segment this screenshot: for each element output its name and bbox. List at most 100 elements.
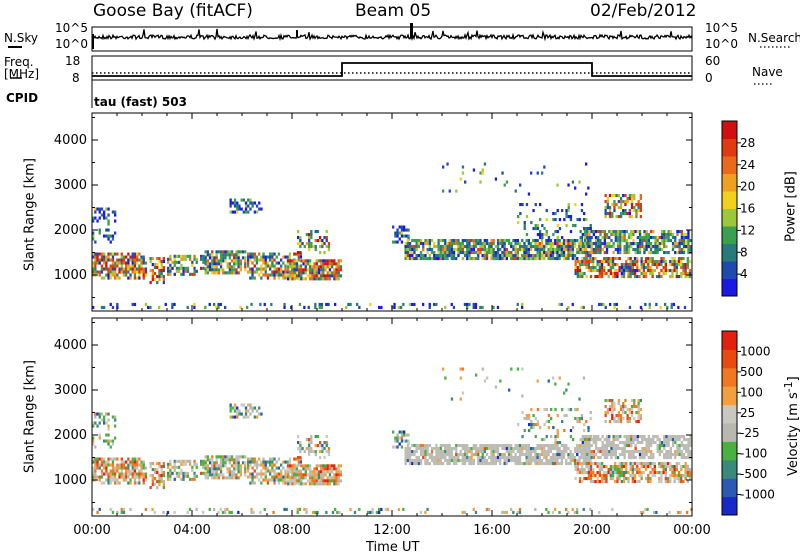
scatter-cell	[149, 486, 152, 490]
scatter-cell	[326, 274, 329, 278]
scatter-cell	[589, 459, 592, 463]
scatter-cell	[468, 450, 471, 454]
scatter-cell	[96, 457, 99, 461]
scatter-cell	[107, 460, 110, 464]
scatter-cell	[282, 255, 285, 259]
scatter-cell	[499, 248, 502, 252]
scatter-cell	[311, 277, 314, 281]
scatter-cell	[514, 189, 517, 193]
scatter-cell	[326, 277, 329, 281]
scatter-cell	[536, 379, 539, 383]
scatter-cell	[654, 251, 657, 255]
scatter-cell	[611, 257, 615, 261]
scatter-cell	[605, 444, 609, 448]
scatter-cell	[380, 507, 383, 511]
scatter-cell	[253, 264, 256, 268]
scatter-cell	[419, 450, 423, 454]
scatter-cell	[470, 456, 473, 460]
scatter-cell	[298, 482, 301, 486]
scatter-cell	[337, 268, 340, 272]
scatter-cell	[311, 271, 314, 275]
scatter-cell	[151, 462, 154, 466]
scatter-cell	[151, 263, 154, 267]
scatter-cell	[193, 302, 196, 306]
scatter-cell	[633, 269, 637, 273]
scatter-cell	[640, 474, 643, 478]
scatter-cell	[264, 270, 267, 274]
scatter-cell	[583, 435, 587, 439]
scatter-cell	[314, 245, 317, 249]
scatter-cell	[680, 456, 683, 460]
scatter-cell	[324, 265, 327, 269]
scatter-cell	[158, 480, 161, 484]
scatter-cell	[324, 262, 327, 266]
scatter-cell	[664, 272, 667, 276]
scatter-cell	[547, 254, 550, 258]
scatter-cell	[182, 254, 185, 258]
scatter-cell	[588, 233, 591, 237]
scatter-cell	[477, 242, 480, 246]
scatter-cell	[262, 460, 265, 464]
scatter-cell	[496, 456, 500, 460]
scatter-cell	[219, 455, 223, 459]
scatter-cell	[494, 385, 498, 389]
scatter-cell	[109, 463, 112, 467]
scatter-cell	[689, 435, 692, 439]
scatter-cell	[160, 468, 163, 472]
scatter-cell	[215, 271, 218, 275]
scatter-cell	[612, 453, 615, 457]
scatter-cell	[605, 447, 609, 451]
scatter-cell	[319, 245, 322, 249]
scatter-cell	[567, 215, 570, 219]
scatter-cell	[107, 433, 110, 437]
scatter-cell	[601, 230, 604, 234]
scatter-cell	[623, 447, 626, 451]
scatter-cell	[634, 248, 637, 252]
scatter-cell	[211, 259, 214, 263]
scatter-cell	[259, 510, 262, 514]
scatter-cell	[311, 473, 314, 477]
scatter-cell	[211, 250, 214, 254]
scatter-cell	[516, 447, 519, 451]
scatter-cell	[481, 444, 484, 448]
scatter-cell	[457, 459, 460, 463]
scatter-cell	[230, 473, 234, 477]
scatter-cell	[333, 467, 336, 471]
scatter-cell	[105, 421, 108, 425]
scatter-cell	[632, 438, 635, 442]
scatter-cell	[525, 245, 528, 249]
scatter-cell	[273, 270, 276, 274]
scatter-cell	[622, 405, 625, 409]
scatter-cell	[638, 230, 642, 234]
scatter-cell	[594, 441, 598, 445]
scatter-cell	[676, 450, 679, 454]
scatter-cell	[107, 228, 110, 232]
scatter-cell	[483, 245, 486, 249]
scatter-cell	[224, 256, 227, 260]
scatter-cell	[286, 270, 289, 274]
scatter-cell	[321, 450, 324, 454]
scatter-cell	[617, 420, 620, 424]
scatter-cell	[317, 268, 321, 272]
scatter-cell	[585, 257, 588, 261]
scatter-cell	[222, 458, 225, 462]
scatter-cell	[284, 478, 287, 482]
scatter-cell	[215, 467, 218, 471]
scatter-cell	[631, 474, 634, 478]
scatter-cell	[619, 417, 623, 421]
scatter-cell	[195, 507, 198, 511]
scatter-cell	[586, 438, 589, 442]
scatter-cell	[470, 245, 473, 249]
scatter-cell	[287, 470, 290, 474]
scatter-cell	[280, 258, 283, 262]
scatter-cell	[371, 507, 374, 511]
scatter-cell	[665, 435, 668, 439]
scatter-cell	[636, 245, 639, 249]
scatter-cell	[289, 479, 292, 483]
scatter-cell	[406, 239, 409, 243]
scatter-cell	[582, 450, 585, 454]
colorbar-segment	[722, 208, 737, 227]
scatter-cell	[138, 475, 141, 479]
scatter-cell	[481, 245, 484, 249]
scatter-cell	[98, 415, 101, 419]
